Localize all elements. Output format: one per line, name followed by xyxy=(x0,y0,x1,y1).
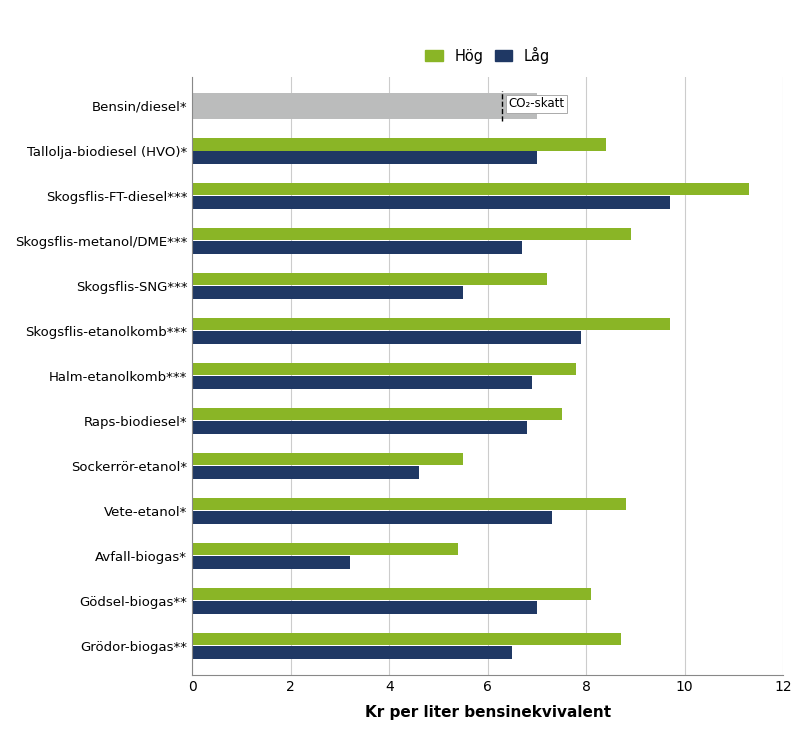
Bar xyxy=(192,273,547,285)
Bar xyxy=(192,512,552,524)
Bar xyxy=(192,556,349,569)
Bar xyxy=(192,287,463,299)
Bar xyxy=(192,646,512,659)
Bar xyxy=(192,318,670,331)
Bar xyxy=(192,363,576,376)
Bar xyxy=(192,498,625,510)
Bar xyxy=(192,601,537,614)
Text: CO₂-skatt: CO₂-skatt xyxy=(508,97,565,110)
Bar xyxy=(192,453,463,465)
Bar xyxy=(192,183,749,196)
Bar xyxy=(192,151,537,164)
Bar xyxy=(192,633,621,645)
Bar xyxy=(192,542,458,556)
Legend: Hög, Låg: Hög, Låg xyxy=(420,42,554,68)
Bar xyxy=(192,241,522,254)
Bar xyxy=(192,408,562,420)
Bar xyxy=(192,466,419,479)
Bar xyxy=(192,331,581,344)
Bar xyxy=(192,421,527,434)
Bar xyxy=(192,376,532,389)
X-axis label: Kr per liter bensinekvivalent: Kr per liter bensinekvivalent xyxy=(365,705,611,720)
Bar xyxy=(192,93,537,119)
Bar xyxy=(192,228,630,240)
Bar xyxy=(192,196,670,209)
Bar xyxy=(192,138,606,151)
Bar xyxy=(192,588,592,600)
